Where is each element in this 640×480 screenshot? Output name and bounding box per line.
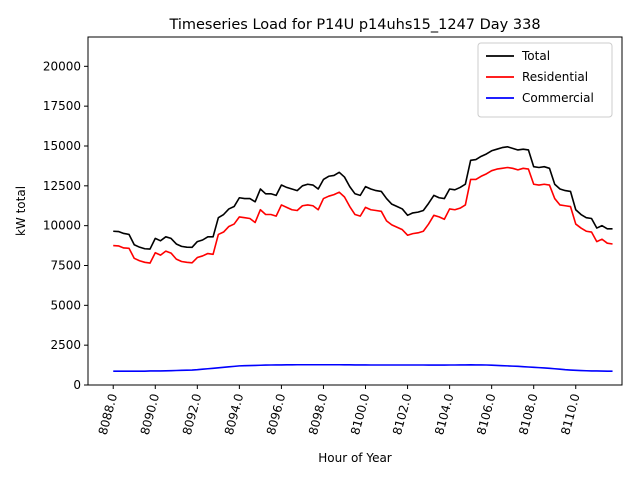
legend: Total Residential Commercial xyxy=(477,42,613,118)
x-tick-label: 8106.0 xyxy=(474,392,498,436)
legend-label-residential: Residential xyxy=(522,70,588,84)
legend-label-commercial: Commercial xyxy=(522,91,594,105)
x-tick-label: 8090.0 xyxy=(138,392,162,436)
x-tick-label: 8100.0 xyxy=(348,392,372,436)
y-tick-label: 12500 xyxy=(43,179,81,193)
legend-label-total: Total xyxy=(521,49,550,63)
x-tick-label: 8104.0 xyxy=(432,392,456,436)
y-tick-label: 7500 xyxy=(50,258,81,272)
plot-frame xyxy=(87,36,623,386)
x-tick-label: 8092.0 xyxy=(180,392,204,436)
x-tick-label: 8088.0 xyxy=(96,392,120,436)
series-line-total xyxy=(113,145,613,250)
x-tick-label: 8110.0 xyxy=(558,392,582,436)
y-tick-label: 2500 xyxy=(50,338,81,352)
x-tick-label: 8094.0 xyxy=(222,392,246,436)
y-tick-label: 0 xyxy=(73,378,81,392)
x-axis: 8088.0 8090.0 8092.0 8094.0 8096.0 8098.0 8100… xyxy=(96,385,583,436)
series-line-commercial xyxy=(113,363,613,372)
y-tick-label: 5000 xyxy=(50,298,81,312)
x-tick-label: 8102.0 xyxy=(390,392,414,436)
series-line-residential xyxy=(113,166,613,264)
x-tick-label: 8098.0 xyxy=(306,392,330,436)
y-tick-label: 20000 xyxy=(43,59,81,73)
y-axis-label: kW total xyxy=(14,186,28,236)
chart-title: Timeseries Load for P14U p14uhs15_1247 D… xyxy=(168,17,540,33)
y-tick-label: 15000 xyxy=(43,139,81,153)
y-axis: 0 2500 5000 7500 10000 12500 15000 17500 20000 xyxy=(43,59,88,392)
y-tick-label: 17500 xyxy=(43,99,81,113)
x-axis-label: Hour of Year xyxy=(318,451,392,465)
y-tick-label: 10000 xyxy=(43,219,81,233)
x-tick-label: 8096.0 xyxy=(264,392,288,436)
plot-area xyxy=(87,36,623,386)
x-tick-label: 8108.0 xyxy=(516,392,540,436)
